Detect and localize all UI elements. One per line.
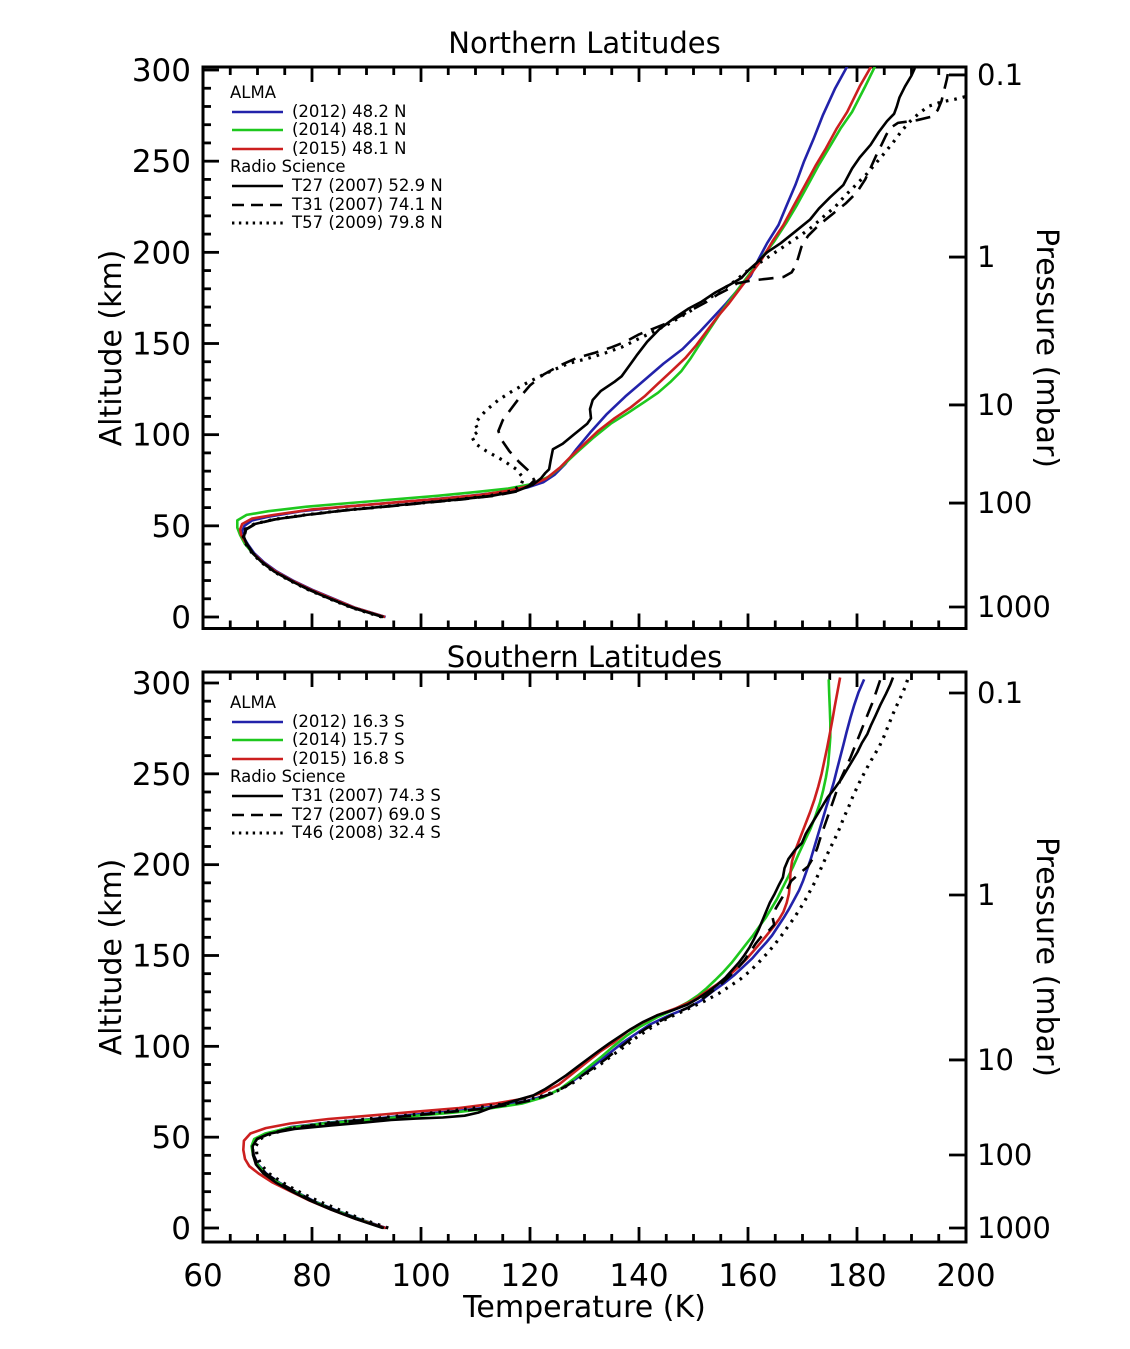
- legend-line-sample: [232, 757, 283, 761]
- x-tick-label: 120: [500, 1258, 559, 1294]
- legend-group-header: ALMA: [230, 693, 277, 712]
- pressure-tick-label: 0.1: [977, 676, 1023, 710]
- curve-t31-2007-south: [251, 677, 895, 1230]
- legend-label: T31 (2007) 74.1 N: [292, 194, 443, 214]
- y-tick-label: 150: [132, 327, 191, 363]
- legend-label: T46 (2008) 32.4 S: [292, 823, 441, 843]
- curve-t57-2009-north: [241, 94, 966, 619]
- pressure-tick-label: 1: [977, 878, 995, 912]
- legend-line-sample: [232, 184, 283, 188]
- legend-line-sample: [232, 110, 283, 114]
- legend-row: T46 (2008) 32.4 S: [230, 824, 441, 843]
- y-tick-label: 300: [132, 53, 191, 89]
- legend-line-sample: [232, 720, 283, 724]
- legend-south: ALMA (2012) 16.3 S (2014) 15.7 S (2015) 16.…: [230, 693, 441, 843]
- legend-row: (2014) 15.7 S: [230, 731, 441, 750]
- legend-label: (2015) 48.1 N: [292, 138, 407, 158]
- legend-north: ALMA (2012) 48.2 N (2014) 48.1 N (2015) 48.…: [230, 83, 443, 233]
- y-tick-label: 150: [132, 938, 191, 974]
- legend-row: T57 (2009) 79.8 N: [230, 214, 443, 233]
- legend-row: T31 (2007) 74.3 S: [230, 785, 441, 806]
- curve-t46-2008-south: [254, 677, 910, 1230]
- legend-label: T57 (2009) 79.8 N: [292, 213, 443, 233]
- legend-label: (2014) 15.7 S: [292, 730, 405, 750]
- legend-label: T27 (2007) 69.0 S: [292, 804, 441, 824]
- legend-label: (2015) 16.8 S: [292, 748, 405, 768]
- legend-line-sample: [232, 813, 283, 817]
- pressure-tick-label: 1000: [977, 590, 1051, 624]
- panel-title-south: Southern Latitudes: [446, 640, 723, 674]
- legend-row: (2012) 16.3 S: [230, 711, 441, 732]
- y-tick-label: 250: [132, 144, 191, 180]
- pressure-tick-label: 100: [977, 1138, 1032, 1172]
- legend-row: (2015) 16.8 S: [230, 748, 441, 769]
- legend-row: (2015) 48.1 N: [230, 138, 443, 159]
- y-tick-label: 100: [132, 418, 191, 454]
- x-tick-label: 140: [609, 1258, 668, 1294]
- y-tick-label: 100: [132, 1029, 191, 1065]
- x-tick-label: 60: [183, 1258, 222, 1294]
- legend-group-header: Radio Science: [230, 767, 346, 787]
- legend-group-header: ALMA: [230, 83, 277, 102]
- x-tick-label: 100: [391, 1258, 450, 1294]
- legend-line-sample: [232, 794, 283, 798]
- legend-label: (2012) 16.3 S: [292, 711, 405, 731]
- legend-line-sample: [232, 147, 283, 151]
- curve-t31-2007-north: [243, 67, 951, 619]
- panel-title-north: Northern Latitudes: [448, 26, 721, 60]
- x-tick-label: 80: [292, 1258, 331, 1294]
- pressure-tick-label: 1: [977, 240, 995, 274]
- x-tick-label: 200: [936, 1258, 995, 1294]
- legend-row: T27 (2007) 52.9 N: [230, 175, 443, 196]
- pressure-tick-label: 100: [977, 486, 1032, 520]
- legend-line-sample: [232, 129, 283, 132]
- altitude-axis-label-north: Altitude (km): [94, 249, 129, 447]
- curve-t27-2007-south: [251, 678, 882, 1230]
- altitude-axis-label-south: Altitude (km): [94, 858, 129, 1056]
- pressure-axis-label-north: Pressure (mbar): [1029, 227, 1064, 469]
- y-tick-label: 200: [132, 235, 191, 271]
- temperature-axis-label: Temperature (K): [463, 1290, 706, 1325]
- x-tick-label: 180: [827, 1258, 886, 1294]
- y-tick-label: 250: [132, 757, 191, 793]
- pressure-tick-label: 1000: [977, 1211, 1051, 1245]
- y-tick-label: 0: [171, 1211, 191, 1247]
- legend-label: (2012) 48.2 N: [292, 101, 407, 121]
- legend-row: T31 (2007) 74.1 N: [230, 194, 443, 215]
- legend-row: T27 (2007) 69.0 S: [230, 804, 441, 825]
- x-tick-label: 160: [718, 1258, 777, 1294]
- legend-label: (2014) 48.1 N: [292, 120, 407, 140]
- legend-label: T27 (2007) 52.9 N: [292, 175, 443, 195]
- legend-row: (2014) 48.1 N: [230, 121, 443, 140]
- legend-line-sample: [232, 739, 283, 742]
- legend-row: (2012) 48.2 N: [230, 101, 443, 122]
- pressure-tick-label: 10: [977, 1043, 1014, 1077]
- legend-label: T31 (2007) 74.3 S: [292, 785, 441, 805]
- y-tick-label: 50: [152, 509, 191, 545]
- pressure-axis-label-south: Pressure (mbar): [1029, 836, 1064, 1078]
- legend-line-sample: [232, 203, 283, 207]
- pressure-tick-label: 10: [977, 388, 1014, 422]
- y-tick-label: 50: [152, 1120, 191, 1156]
- y-tick-label: 300: [132, 666, 191, 702]
- pressure-tick-label: 0.1: [977, 58, 1023, 92]
- y-tick-label: 0: [171, 600, 191, 636]
- legend-group-header: Radio Science: [230, 157, 346, 177]
- legend-line-sample: [232, 221, 283, 225]
- y-tick-label: 200: [132, 848, 191, 884]
- legend-line-sample: [232, 831, 283, 835]
